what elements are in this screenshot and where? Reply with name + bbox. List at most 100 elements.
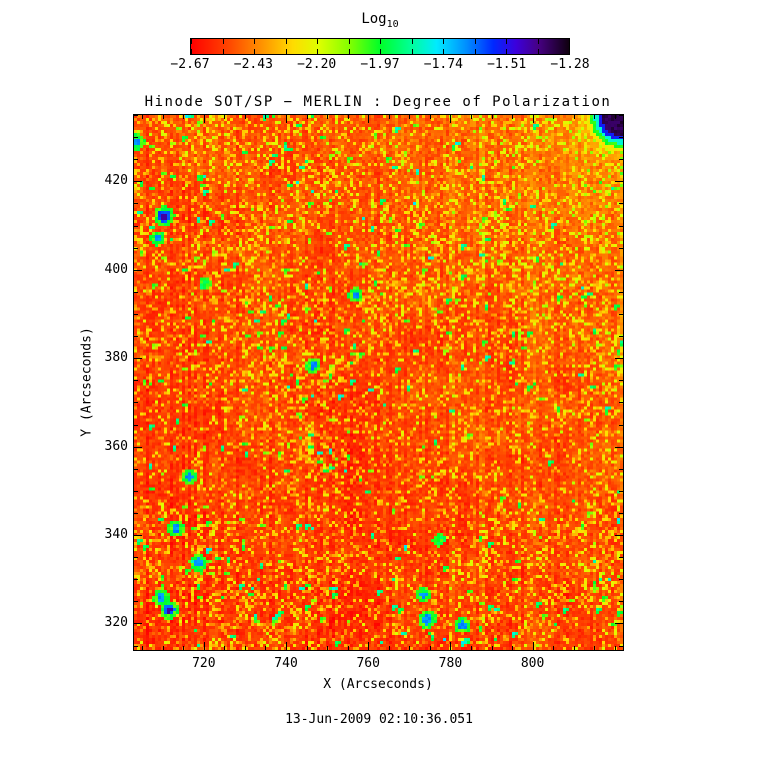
y-major-tick — [615, 181, 623, 182]
x-minor-tick — [224, 115, 225, 119]
colorbar-tick — [223, 49, 224, 54]
y-tick-label: 360 — [104, 438, 128, 454]
colorbar-tick — [380, 39, 381, 44]
x-major-tick — [533, 115, 534, 123]
colorbar-tick — [475, 49, 476, 54]
x-tick-label: 800 — [520, 656, 545, 671]
colorbar-tick — [191, 49, 192, 54]
y-minor-tick — [619, 159, 623, 160]
x-minor-tick — [594, 115, 595, 119]
colorbar-tick — [254, 39, 255, 44]
x-major-tick — [204, 642, 205, 650]
y-minor-tick — [134, 380, 138, 381]
y-minor-tick — [619, 115, 623, 116]
x-minor-tick — [183, 115, 184, 119]
y-minor-tick — [134, 203, 138, 204]
y-major-tick — [615, 535, 623, 536]
x-major-tick — [286, 642, 287, 650]
x-minor-tick — [574, 115, 575, 119]
colorbar-tick — [286, 39, 287, 44]
colorbar-tick — [506, 49, 507, 54]
x-minor-tick — [389, 646, 390, 650]
x-tick-label: 780 — [438, 656, 463, 671]
x-minor-tick — [615, 115, 616, 119]
y-minor-tick — [134, 469, 138, 470]
y-minor-tick — [619, 557, 623, 558]
colorbar-tick-label: −2.43 — [233, 57, 273, 72]
x-minor-tick — [409, 646, 410, 650]
y-major-tick — [134, 447, 142, 448]
x-major-tick — [450, 115, 451, 123]
colorbar-tick — [538, 49, 539, 54]
colorbar-tick — [349, 39, 350, 44]
x-minor-tick — [183, 646, 184, 650]
colorbar-gradient — [190, 38, 570, 55]
y-minor-tick — [619, 248, 623, 249]
colorbar-tick — [286, 49, 287, 54]
colorbar-tick — [317, 39, 318, 44]
y-tick-label: 380 — [104, 350, 128, 366]
x-minor-tick — [553, 646, 554, 650]
colorbar-tick — [412, 39, 413, 44]
colorbar-tick — [538, 39, 539, 44]
y-major-tick — [134, 270, 142, 271]
x-minor-tick — [430, 115, 431, 119]
colorbar-tick — [443, 39, 444, 44]
colorbar-tick-label: −1.51 — [487, 57, 527, 72]
plot-title: Hinode SOT/SP − MERLIN : Degree of Polar… — [144, 94, 612, 110]
colorbar-tick — [380, 49, 381, 54]
x-minor-tick — [430, 646, 431, 650]
x-minor-tick — [265, 646, 266, 650]
x-minor-tick — [492, 646, 493, 650]
y-tick-label: 340 — [104, 527, 128, 543]
y-major-tick — [134, 623, 142, 624]
y-major-tick — [134, 181, 142, 182]
colorbar-tick-label: −2.20 — [297, 57, 337, 72]
y-minor-tick — [619, 646, 623, 647]
x-minor-tick — [615, 646, 616, 650]
y-minor-tick — [619, 314, 623, 315]
x-minor-tick — [594, 646, 595, 650]
y-major-tick — [615, 623, 623, 624]
y-minor-tick — [134, 137, 138, 138]
y-tick-label: 320 — [104, 615, 128, 631]
y-minor-tick — [619, 402, 623, 403]
y-minor-tick — [134, 557, 138, 558]
y-major-tick — [134, 535, 142, 536]
x-major-tick — [204, 115, 205, 123]
x-minor-tick — [512, 646, 513, 650]
y-major-tick — [615, 358, 623, 359]
colorbar-tick — [191, 39, 192, 44]
x-axis-label: X (Arcseconds) — [323, 677, 433, 692]
x-minor-tick — [307, 646, 308, 650]
x-minor-tick — [245, 115, 246, 119]
colorbar-title-subscript: 10 — [386, 18, 399, 30]
y-minor-tick — [134, 402, 138, 403]
y-major-tick — [134, 358, 142, 359]
x-major-tick — [286, 115, 287, 123]
x-tick-label: 740 — [274, 656, 298, 671]
y-minor-tick — [619, 380, 623, 381]
x-major-tick — [368, 115, 369, 123]
x-minor-tick — [245, 646, 246, 650]
x-major-tick — [368, 642, 369, 650]
y-minor-tick — [134, 226, 138, 227]
colorbar-tick — [475, 39, 476, 44]
x-minor-tick — [327, 646, 328, 650]
colorbar-title-main: Log — [361, 11, 387, 27]
colorbar-tick-label: −1.97 — [360, 57, 400, 72]
y-minor-tick — [134, 579, 138, 580]
y-minor-tick — [134, 292, 138, 293]
y-minor-tick — [134, 646, 138, 647]
y-minor-tick — [619, 336, 623, 337]
y-minor-tick — [619, 226, 623, 227]
colorbar-tick-label: −1.28 — [550, 57, 590, 72]
y-minor-tick — [134, 491, 138, 492]
y-minor-tick — [619, 601, 623, 602]
y-tick-label: 400 — [104, 261, 128, 277]
colorbar-tick — [254, 49, 255, 54]
y-major-tick — [615, 447, 623, 448]
plot-frame — [133, 114, 624, 651]
y-minor-tick — [619, 203, 623, 204]
